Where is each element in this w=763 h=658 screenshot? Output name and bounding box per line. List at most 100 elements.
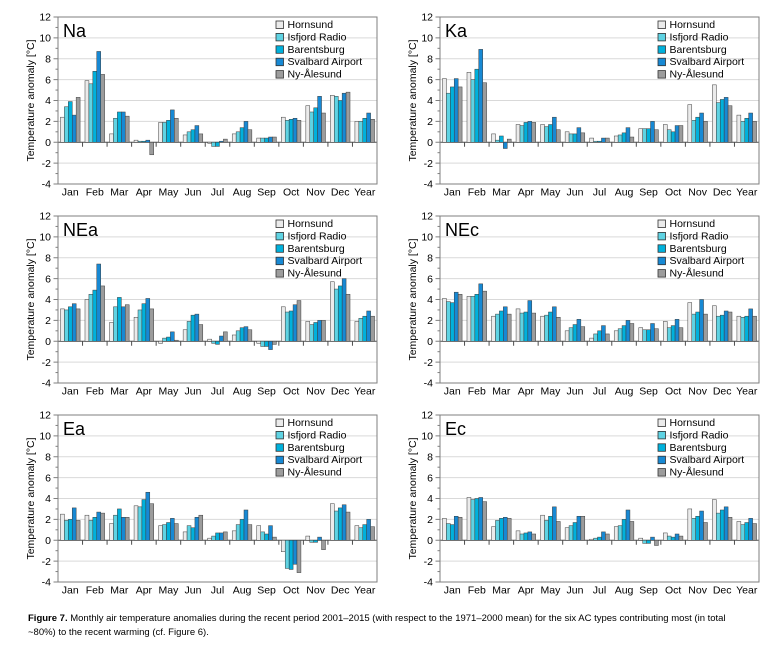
- bar-Ea-Year-Barentsburg: [362, 524, 367, 541]
- bar-Ka-Nov-Barentsburg: [695, 116, 700, 143]
- legend-swatch-Ny-Ålesund: [275, 468, 284, 477]
- bar-Na-Oct-Barentsburg: [288, 119, 294, 143]
- bar-NEa-Dec-Barentsburg: [337, 285, 343, 342]
- charts-grid: -4 -2 0 2 4 6 8 10 12 Jan Feb Mar Apr May Jun Jul Aug Sep…: [0, 12, 763, 597]
- bar-NEc-Apr-Ny-Ålesund: [531, 312, 536, 342]
- bar-Na-Apr-Hornsund: [133, 139, 139, 143]
- x-tick-label: Apr: [518, 386, 535, 398]
- chart-cell-NEc: -4 -2 0 2 4 6 8 10 12 Jan Feb Mar Apr May Jun Jul Aug Sep…: [382, 199, 763, 398]
- bar-Ka-Jul-Barentsburg: [597, 140, 602, 143]
- x-tick-label: Nov: [306, 585, 325, 597]
- bar-Ea-May-Ny-Ålesund: [174, 523, 179, 541]
- y-axis-label: Temperature anomaly [°C]: [407, 238, 419, 360]
- bar-NEa-Jan-Ny-Ålesund: [75, 308, 81, 342]
- x-tick-label: Feb: [86, 386, 104, 398]
- bar-Ka-Dec-Ny-Ålesund: [727, 105, 733, 143]
- bar-Ec-Mar-Ny-Ålesund: [506, 518, 512, 541]
- bar-Ea-Aug-Svalbard Airport: [243, 509, 249, 541]
- bar-NEa-Apr-Hornsund: [133, 316, 139, 342]
- bar-NEa-Aug-Barentsburg: [239, 327, 245, 342]
- bar-Na-Nov-Svalbard Airport: [317, 96, 322, 143]
- bar-Na-Dec-Isfjord Radio: [334, 96, 339, 143]
- bar-NEc-Oct-Ny-Ålesund: [678, 327, 684, 342]
- x-tick-label: Year: [354, 386, 376, 398]
- legend-label: Svalbard Airport: [288, 454, 363, 466]
- chart-cell-Ea: -4 -2 0 2 4 6 8 10 12 Jan Feb Mar Apr May Jun Jul Aug Sep…: [0, 398, 382, 597]
- legend-label: Ny-Ålesund: [670, 466, 724, 479]
- bar-Na-Mar-Ny-Ålesund: [124, 115, 130, 143]
- bar-NEc-Sep-Isfjord Radio: [642, 329, 647, 342]
- bar-Ka-Year-Ny-Ålesund: [752, 121, 757, 143]
- x-tick-label: Jul: [211, 187, 224, 199]
- x-tick-label: Oct: [283, 187, 299, 199]
- bar-Ec-Year-Barentsburg: [744, 522, 749, 541]
- bar-NEc-Feb-Svalbard Airport: [478, 283, 483, 342]
- legend-swatch-Svalbard Airport: [275, 57, 284, 67]
- x-tick-label: Aug: [233, 386, 252, 398]
- bar-Na-Aug-Barentsburg: [239, 127, 245, 143]
- bar-Ka-Sep-Svalbard Airport: [650, 121, 655, 143]
- bar-NEa-Aug-Ny-Ålesund: [247, 329, 253, 342]
- y-tick-label: 10: [39, 33, 51, 45]
- bar-NEa-Nov-Svalbard Airport: [317, 320, 322, 342]
- y-tick-label: 0: [427, 535, 433, 547]
- bar-Ea-Year-Svalbard Airport: [366, 519, 371, 541]
- bar-Ea-Aug-Barentsburg: [239, 519, 245, 541]
- x-tick-label: Year: [736, 386, 758, 398]
- legend-label: Svalbard Airport: [670, 56, 745, 68]
- bar-Ec-Jan-Hornsund: [442, 518, 447, 541]
- bar-NEc-Sep-Svalbard Airport: [650, 323, 655, 342]
- y-tick-label: -4: [424, 179, 433, 191]
- bar-Ea-Oct-Isfjord Radio: [284, 540, 290, 569]
- bar-Ea-Apr-Barentsburg: [141, 499, 147, 541]
- y-tick-label: 6: [45, 273, 51, 285]
- bar-Ea-Dec-Ny-Ålesund: [345, 511, 351, 541]
- legend-label: Isfjord Radio: [670, 31, 729, 43]
- bar-Ka-Oct-Hornsund: [663, 124, 668, 143]
- bar-Ea-Mar-Ny-Ålesund: [124, 517, 130, 541]
- bar-Na-Feb-Hornsund: [84, 80, 90, 143]
- x-tick-label: Feb: [86, 585, 104, 597]
- bar-Ec-Nov-Ny-Ålesund: [703, 522, 708, 541]
- x-tick-label: Oct: [283, 386, 299, 398]
- bar-NEa-Jan-Barentsburg: [68, 306, 73, 342]
- legend-label: Svalbard Airport: [670, 454, 745, 466]
- bar-Ec-Sep-Svalbard Airport: [650, 536, 655, 541]
- bar-Ea-Jan-Svalbard Airport: [71, 507, 77, 541]
- bar-Na-Dec-Barentsburg: [337, 100, 343, 143]
- x-tick-label: Oct: [665, 187, 681, 199]
- bar-Ec-Jun-Ny-Ålesund: [580, 515, 586, 541]
- bar-Ea-May-Svalbard Airport: [170, 518, 175, 541]
- bar-Na-Nov-Ny-Ålesund: [321, 112, 326, 143]
- bar-Ec-Oct-Barentsburg: [670, 536, 676, 541]
- bar-Ea-Jun-Ny-Ålesund: [198, 514, 204, 541]
- bar-NEa-Oct-Isfjord Radio: [284, 311, 290, 342]
- x-tick-label: Mar: [492, 386, 511, 398]
- bar-NEa-Jul-Barentsburg: [215, 341, 220, 345]
- bar-Na-Apr-Isfjord Radio: [137, 140, 143, 143]
- bar-NEc-Oct-Barentsburg: [670, 325, 676, 342]
- bar-Ec-Feb-Hornsund: [466, 497, 472, 541]
- panel-title: NEa: [63, 220, 99, 240]
- bar-NEa-Mar-Svalbard Airport: [121, 306, 126, 342]
- bar-Ec-Nov-Svalbard Airport: [699, 510, 704, 541]
- bar-NEa-Nov-Hornsund: [305, 321, 311, 342]
- bar-Na-Feb-Barentsburg: [92, 71, 98, 143]
- bar-Na-Jan-Barentsburg: [68, 101, 73, 143]
- legend-swatch-Isfjord Radio: [275, 431, 284, 440]
- bar-Ec-Jan-Barentsburg: [450, 524, 455, 541]
- bar-NEa-Jul-Hornsund: [207, 338, 212, 342]
- legend-swatch-Isfjord Radio: [657, 33, 666, 42]
- bar-NEa-Feb-Barentsburg: [92, 289, 98, 342]
- x-tick-label: Year: [736, 585, 758, 597]
- y-tick-label: 4: [427, 493, 433, 505]
- bar-Ea-Oct-Barentsburg: [288, 540, 294, 570]
- x-tick-label: Aug: [615, 187, 634, 199]
- legend-swatch-Isfjord Radio: [657, 431, 666, 440]
- y-tick-label: -4: [42, 179, 51, 191]
- bar-Ea-Year-Hornsund: [354, 525, 360, 541]
- x-tick-label: Jan: [444, 386, 461, 398]
- bar-Ka-Sep-Barentsburg: [646, 128, 651, 143]
- figure-caption-text: Monthly air temperature anomalies during…: [28, 613, 726, 638]
